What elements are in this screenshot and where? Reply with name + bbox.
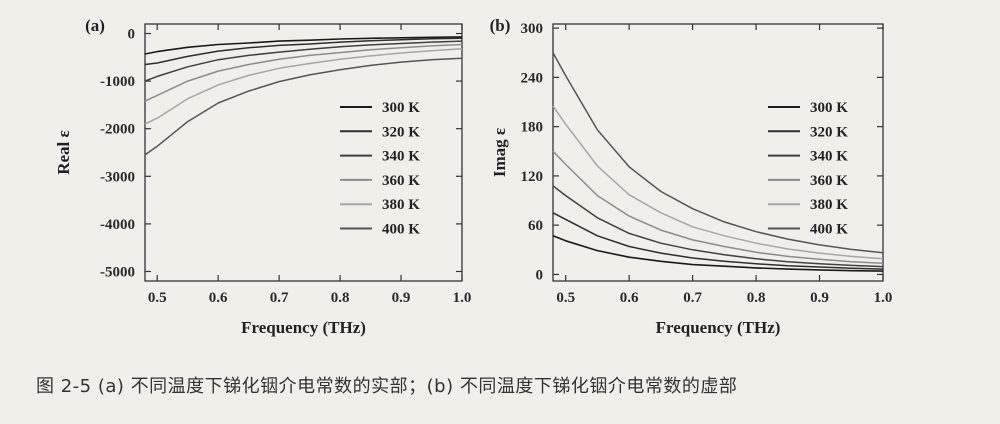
x-tick-label-a: 0.8 xyxy=(331,290,350,306)
x-tick-label-b: 0.9 xyxy=(810,290,829,306)
series-line-a-320k xyxy=(144,37,463,66)
x-tick-label-b: 1.0 xyxy=(874,290,893,306)
series-line-a-380k xyxy=(144,47,463,125)
x-tick-label-a: 0.5 xyxy=(148,290,167,306)
y-tick-label-b: 60 xyxy=(528,218,543,234)
plot-frame-a xyxy=(144,23,463,282)
x-tick-label-a: 1.0 xyxy=(453,290,472,306)
plot-frame-b xyxy=(552,23,884,282)
legend-label: 400 K xyxy=(382,222,420,238)
legend-a: 300 K 320 K 340 K 360 K 380 K 400 K xyxy=(340,100,420,238)
y-tick-label-a: -4000 xyxy=(100,217,135,233)
panel-a-real-permittivity: 0.5 0.6 0.7 0.8 0.9 1.0 0 -1000 -2000 -3000 -4000 -… xyxy=(54,16,471,337)
x-tick-label-b: 0.5 xyxy=(556,290,575,306)
x-axis-label-a: Frequency (THz) xyxy=(241,318,366,337)
y-tick-label-a: -2000 xyxy=(100,122,135,138)
x-tick-label-a: 0.7 xyxy=(270,290,289,306)
series-line-b-320k xyxy=(552,212,884,270)
legend-label: 380 K xyxy=(382,197,420,213)
legend-label: 360 K xyxy=(382,173,420,189)
x-tick-label-b: 0.7 xyxy=(683,290,702,306)
panel-b-imag-permittivity: 0.5 0.6 0.7 0.8 0.9 1.0 0 60 120 180 240 300 Frequen… xyxy=(490,16,893,337)
legend-label: 340 K xyxy=(382,149,420,165)
legend-label: 300 K xyxy=(810,100,848,116)
legend-label: 340 K xyxy=(810,149,848,165)
series-line-b-300k xyxy=(552,235,884,272)
series-line-b-340k xyxy=(552,185,884,268)
panel-label-b: (b) xyxy=(490,16,511,35)
y-tick-label-b: 300 xyxy=(521,21,544,37)
x-tick-label-a: 0.6 xyxy=(209,290,228,306)
legend-label: 320 K xyxy=(810,124,848,140)
x-tick-label-b: 0.8 xyxy=(747,290,766,306)
x-tick-label-b: 0.6 xyxy=(620,290,639,306)
y-axis-label-b: Imag ε xyxy=(490,128,509,177)
series-line-a-360k xyxy=(144,43,463,102)
legend-label: 300 K xyxy=(382,100,420,116)
legend-label: 400 K xyxy=(810,222,848,238)
y-tick-label-a: 0 xyxy=(128,27,136,43)
y-tick-label-b: 0 xyxy=(536,267,544,283)
y-tick-label-a: -3000 xyxy=(100,169,135,185)
legend-label: 320 K xyxy=(382,124,420,140)
series-line-a-300k xyxy=(144,36,463,55)
panel-label-a: (a) xyxy=(85,16,105,35)
x-tick-label-a: 0.9 xyxy=(392,290,411,306)
legend-b: 300 K 320 K 340 K 360 K 380 K 400 K xyxy=(768,100,848,238)
series-line-b-380k xyxy=(552,105,884,260)
series-line-a-400k xyxy=(144,57,463,156)
y-tick-label-b: 240 xyxy=(521,70,544,86)
legend-label: 380 K xyxy=(810,197,848,213)
y-tick-label-b: 120 xyxy=(521,169,544,185)
figure-caption: 图 2-5 (a) 不同温度下锑化铟介电常数的实部；(b) 不同温度下锑化铟介电… xyxy=(36,376,738,397)
y-tick-label-a: -1000 xyxy=(100,74,135,90)
series-line-b-400k xyxy=(552,52,884,254)
series-line-a-340k xyxy=(144,40,463,82)
series-line-b-360k xyxy=(552,150,884,265)
y-tick-label-b: 180 xyxy=(521,120,544,136)
x-axis-label-b: Frequency (THz) xyxy=(656,318,781,337)
y-tick-label-a: -5000 xyxy=(100,264,135,280)
legend-label: 360 K xyxy=(810,173,848,189)
y-axis-label-a: Real ε xyxy=(54,130,73,175)
